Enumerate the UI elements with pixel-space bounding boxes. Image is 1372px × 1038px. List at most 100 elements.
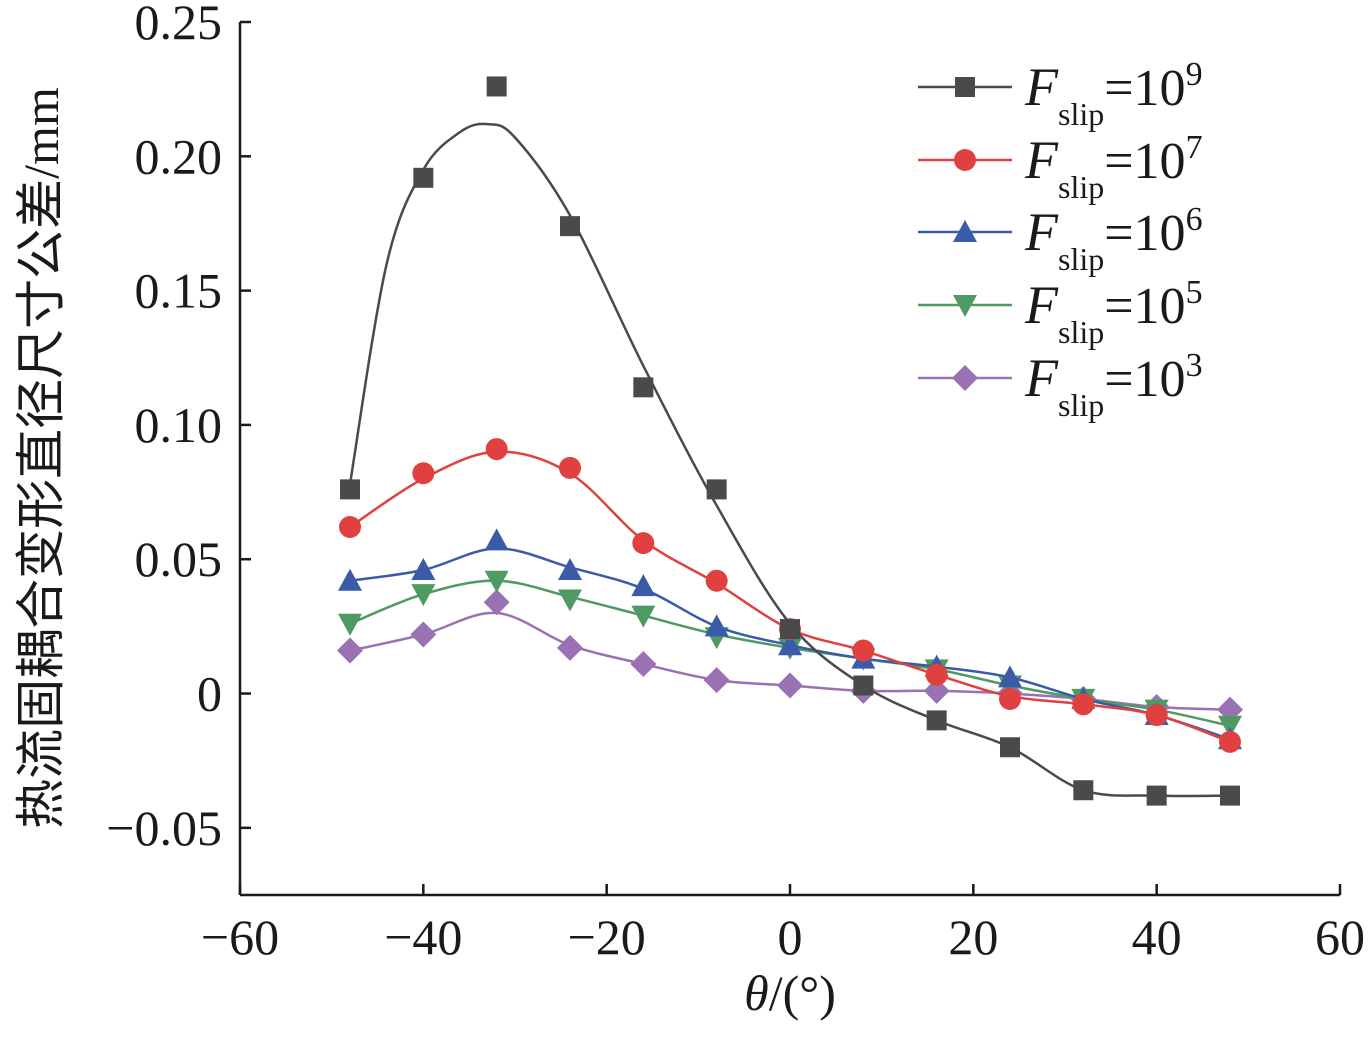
x-axis-title-variable: θ <box>744 965 769 1021</box>
data-point <box>484 528 509 551</box>
legend-marker <box>954 149 976 171</box>
data-point <box>632 532 655 555</box>
data-point <box>705 569 728 592</box>
legend-exponent: 9 <box>1186 56 1203 93</box>
y-tick-label: 0.15 <box>135 263 223 319</box>
data-point <box>853 675 874 696</box>
data-point <box>1000 737 1020 758</box>
data-point <box>557 634 583 661</box>
x-tick-label: −20 <box>568 909 646 965</box>
x-tick-label: 40 <box>1132 909 1182 965</box>
data-point <box>1220 785 1240 806</box>
x-tick-label: 60 <box>1315 909 1365 965</box>
legend-base: =10 <box>1104 205 1185 262</box>
legend-item-4: Fslip=103 <box>918 347 1203 423</box>
data-point <box>413 167 434 188</box>
legend-subscript: slip <box>1058 387 1104 423</box>
data-point <box>412 462 435 485</box>
y-axis-title: 热流固耦合变形直径尺寸公差/mm <box>13 87 69 829</box>
data-point <box>706 479 727 500</box>
legend-base: =10 <box>1104 351 1185 408</box>
legend-subscript: slip <box>1058 96 1104 132</box>
legend-item-2: Fslip=106 <box>918 201 1203 277</box>
data-point <box>411 584 436 607</box>
y-tick-label: 0.20 <box>135 128 223 184</box>
data-point <box>998 665 1022 688</box>
legend-exponent: 5 <box>1186 274 1203 311</box>
data-point <box>923 677 950 704</box>
y-tick-label: 0.25 <box>135 0 223 50</box>
data-point <box>483 589 510 616</box>
legend-item-0: Fslip=109 <box>918 56 1203 132</box>
data-point <box>1072 693 1095 716</box>
data-point <box>1218 715 1242 738</box>
data-point <box>485 438 508 461</box>
data-point <box>631 605 656 628</box>
y-tick-label: 0 <box>197 666 222 722</box>
data-point <box>1073 780 1094 801</box>
plot-area <box>337 76 1243 806</box>
data-point <box>558 589 582 612</box>
y-tick-label: −0.05 <box>106 800 222 856</box>
x-tick-label: 20 <box>948 909 998 965</box>
x-tick-label: 0 <box>778 909 803 965</box>
data-point <box>630 650 657 677</box>
legend-subscript: slip <box>1058 169 1104 205</box>
legend-symbol: F <box>1024 348 1059 408</box>
data-point <box>484 570 509 593</box>
data-point <box>1146 785 1167 806</box>
legend-marker <box>953 220 977 242</box>
data-point <box>338 568 362 591</box>
data-point <box>633 377 654 398</box>
x-axis-title: θ/(°) <box>744 965 836 1021</box>
legend-label: Fslip=105 <box>1024 274 1203 350</box>
data-point <box>411 557 436 580</box>
x-axis-title-unit: /(°) <box>769 965 836 1021</box>
legend-symbol: F <box>1024 130 1059 190</box>
data-point <box>778 633 802 656</box>
data-point <box>926 710 947 731</box>
data-point <box>704 614 729 637</box>
legend-base: =10 <box>1104 133 1185 190</box>
data-point <box>337 637 363 664</box>
data-point <box>703 667 730 694</box>
data-point <box>560 216 580 237</box>
legend-symbol: F <box>1024 275 1059 335</box>
legend-exponent: 3 <box>1186 347 1203 384</box>
legend-marker <box>955 77 975 97</box>
legend-subscript: slip <box>1058 314 1104 350</box>
legend-marker <box>952 365 978 391</box>
data-point <box>559 456 581 479</box>
data-point <box>486 76 507 97</box>
data-point <box>925 663 948 686</box>
y-tick-label: 0.10 <box>135 397 223 453</box>
legend-label: Fslip=109 <box>1024 56 1203 132</box>
legend: Fslip=109Fslip=107Fslip=106Fslip=105Fsli… <box>918 56 1203 423</box>
data-point <box>777 672 803 699</box>
legend-marker <box>953 295 977 317</box>
legend-exponent: 7 <box>1186 129 1203 166</box>
data-point <box>558 557 582 580</box>
legend-subscript: slip <box>1058 241 1104 277</box>
legend-base: =10 <box>1104 278 1185 335</box>
series-1 <box>339 438 1241 753</box>
data-point <box>780 619 800 640</box>
x-tick-label: −60 <box>201 909 279 965</box>
data-point <box>338 613 362 636</box>
data-point <box>1145 704 1168 727</box>
legend-symbol: F <box>1024 57 1059 117</box>
data-point <box>999 687 1021 710</box>
legend-label: Fslip=106 <box>1024 201 1203 277</box>
data-point <box>410 621 437 648</box>
legend-label: Fslip=107 <box>1024 129 1203 205</box>
data-point <box>339 515 361 538</box>
data-point <box>631 574 656 597</box>
data-point <box>340 479 360 500</box>
legend-exponent: 6 <box>1186 201 1203 238</box>
legend-base: =10 <box>1104 60 1185 117</box>
legend-item-1: Fslip=107 <box>918 129 1203 205</box>
legend-item-3: Fslip=105 <box>918 274 1203 350</box>
data-point <box>852 639 875 662</box>
data-point <box>1219 730 1241 753</box>
